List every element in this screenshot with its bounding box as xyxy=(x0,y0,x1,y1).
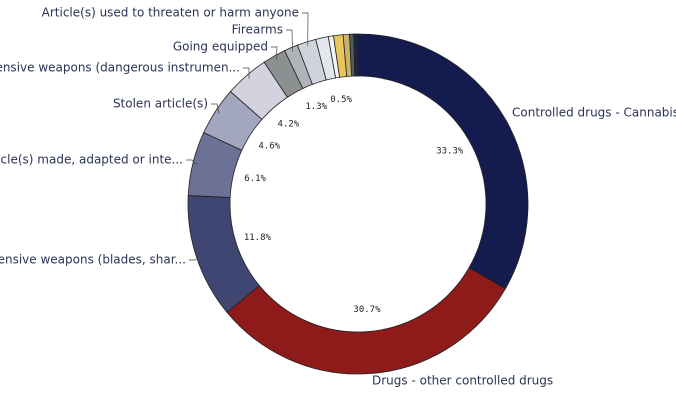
donut-slice xyxy=(187,195,260,313)
leader-line xyxy=(189,255,201,261)
value-label: 6.1% xyxy=(244,174,266,184)
value-label: 4.2% xyxy=(278,120,300,130)
category-label: Going equipped xyxy=(173,40,268,54)
leader-line xyxy=(271,46,278,60)
category-label: Stolen article(s) xyxy=(113,97,208,111)
category-label: Article(s) used to threaten or harm anyo… xyxy=(42,6,299,20)
category-label: Controlled drugs - Cannabis xyxy=(512,106,676,120)
value-label: 30.7% xyxy=(353,305,381,315)
category-label: Offensive weapons (dangerous instrumen..… xyxy=(0,61,240,75)
leader-line xyxy=(302,12,309,46)
donut-slice xyxy=(357,33,529,290)
value-label: 4.6% xyxy=(258,142,280,152)
leader-line xyxy=(186,159,198,165)
category-label: Firearms xyxy=(232,23,283,37)
donut-slice xyxy=(226,267,506,375)
leader-line xyxy=(286,29,293,52)
donut-slice xyxy=(353,33,359,77)
value-label: 0.5% xyxy=(330,95,352,105)
category-label: Drugs - other controlled drugs xyxy=(372,374,553,388)
leader-line xyxy=(211,103,220,114)
value-label: 33.3% xyxy=(436,146,464,156)
leader-line xyxy=(243,67,250,79)
category-label: Offensive weapons (blades, shar... xyxy=(0,253,186,267)
value-label: 11.8% xyxy=(244,233,272,243)
category-label: Article(s) made, adapted or inte... xyxy=(0,153,183,167)
value-label: 1.3% xyxy=(305,102,327,112)
